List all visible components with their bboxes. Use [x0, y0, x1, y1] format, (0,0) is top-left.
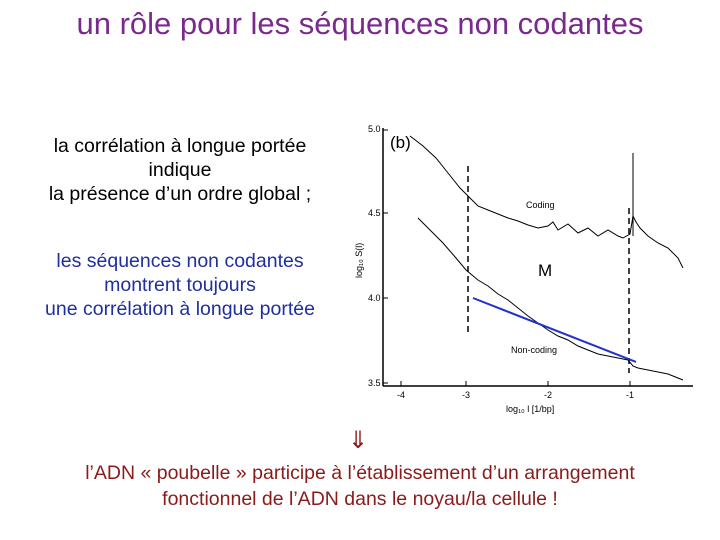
- conclusion-text: l’ADN « poubelle » participe à l’établis…: [0, 460, 720, 512]
- text-line: la corrélation à longue portée: [53, 135, 307, 157]
- noncoding-paragraph: les séquences non codantes montrent touj…: [10, 249, 350, 321]
- spectrum-figure: 5.0 4.5 4.0 3.5 -4 -3 -2 -1 0 log₁₀ S(l)…: [354, 124, 693, 414]
- y-tick-label: 5.0: [368, 124, 381, 134]
- panel-label: (b): [390, 133, 411, 152]
- x-ticks: -4 -3 -2 -1 0: [397, 381, 634, 400]
- fit-line: [472, 297, 637, 363]
- coding-label: Coding: [526, 200, 555, 210]
- x-tick-label: -3: [462, 390, 470, 400]
- x-tick-label: -1: [626, 390, 634, 400]
- text-line: l’ADN « poubelle » participe à l’établis…: [85, 462, 635, 484]
- x-tick-label: -4: [397, 390, 405, 400]
- text-line: les séquences non codantes: [56, 250, 304, 272]
- slide-title: un rôle pour les séquences non codantes: [76, 6, 644, 41]
- text-line: la présence d’un ordre global ;: [48, 183, 312, 205]
- down-arrow-icon: ⇓: [347, 427, 369, 454]
- y-tick-label: 4.0: [368, 293, 381, 303]
- y-axis-label: log₁₀ S(l): [354, 243, 364, 278]
- x-axis-label: log₁₀ l [1/bp]: [506, 404, 554, 414]
- correlation-paragraph: la corrélation à longue portée indique l…: [10, 134, 350, 206]
- annotation-m: M: [538, 261, 552, 280]
- text-line: montrent toujours: [104, 274, 256, 296]
- y-tick-label: 4.5: [368, 208, 381, 218]
- noncoding-label: Non-coding: [511, 345, 557, 355]
- y-ticks: 5.0 4.5 4.0 3.5: [368, 124, 388, 388]
- coding-curve: [409, 135, 684, 269]
- x-tick-label: -2: [544, 390, 552, 400]
- text-line: une corrélation à longue portée: [45, 298, 315, 320]
- text-line: fonctionnel de l’ADN dans le noyau/la ce…: [162, 488, 558, 510]
- y-tick-label: 3.5: [368, 378, 381, 388]
- text-line: indique: [148, 159, 212, 181]
- noncoding-curve: [417, 217, 684, 381]
